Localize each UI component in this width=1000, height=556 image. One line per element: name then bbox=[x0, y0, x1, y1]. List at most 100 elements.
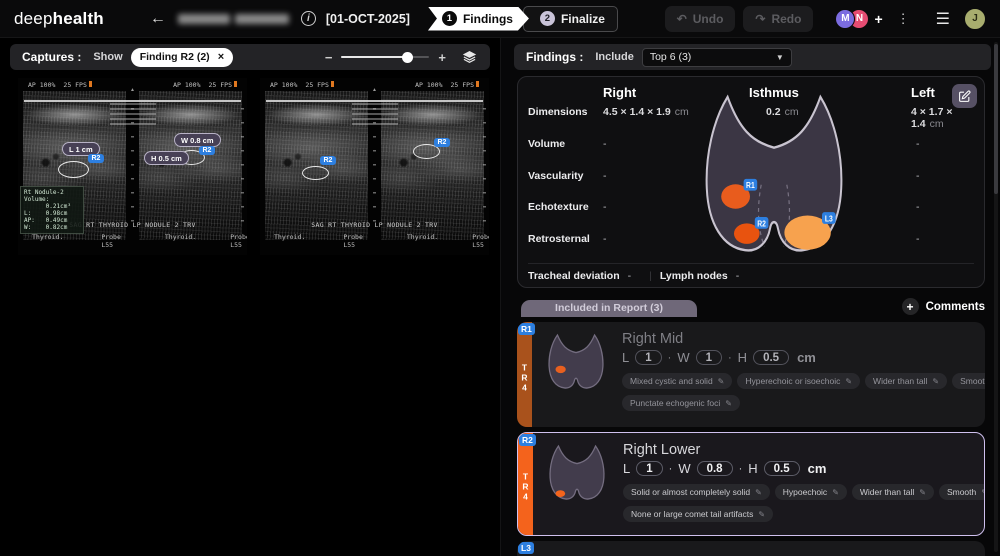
dim-width-pill[interactable]: 0.8 bbox=[696, 461, 733, 476]
add-comment-icon[interactable]: + bbox=[901, 298, 919, 315]
nodule-outline bbox=[302, 166, 329, 180]
row-label-echotexture: Echotexture bbox=[528, 201, 589, 213]
back-arrow-icon[interactable]: ← bbox=[149, 9, 166, 27]
nodule-badge-r2[interactable]: R2 bbox=[434, 138, 450, 147]
feature-chip[interactable]: Solid or almost completely solid ✎ bbox=[623, 484, 770, 500]
undo-button[interactable]: ↶ Undo bbox=[664, 5, 736, 32]
zoom-in-button[interactable]: + bbox=[438, 49, 446, 65]
panel-scrollbar[interactable] bbox=[994, 42, 998, 552]
ultrasound-pane bbox=[381, 91, 484, 240]
capture-image-2[interactable]: AP 100% 25 FPS AP 100% 25 FPS ▲ R2 R2 SAG … bbox=[260, 78, 489, 255]
step-findings[interactable]: 1 Findings bbox=[428, 7, 529, 31]
dim-height-pill[interactable]: 0.5 bbox=[753, 350, 790, 365]
nodule-badge-r2[interactable]: R2 bbox=[199, 146, 215, 155]
avatar-n[interactable]: N bbox=[849, 8, 870, 29]
gland-summary-card: Right Isthmus Left Dimensions 4.5 × 1.4 … bbox=[517, 76, 985, 288]
nodule-r2-shape bbox=[734, 223, 760, 244]
measurement-label-width: W 0.8 cm bbox=[174, 133, 221, 147]
edit-pencil-icon: ✎ bbox=[932, 376, 940, 386]
mini-thyroid-icon bbox=[545, 444, 609, 507]
edit-pencil-icon: ✎ bbox=[981, 488, 984, 497]
nodule-badge-r2[interactable]: R2 bbox=[88, 154, 104, 163]
zoom-out-button[interactable]: − bbox=[324, 49, 333, 65]
thyroid-diagram: R1 R2 L3 bbox=[694, 91, 854, 264]
finding-title: Right Lower bbox=[623, 442, 701, 458]
layers-icon[interactable] bbox=[461, 49, 478, 65]
captures-filter-chip[interactable]: Finding R2 (2) × bbox=[130, 47, 234, 67]
diagram-badge-l3[interactable]: L3 bbox=[822, 212, 836, 224]
feature-chip[interactable]: Wider than tall ✎ bbox=[865, 373, 948, 389]
captures-show-label: Show bbox=[93, 51, 123, 63]
step-finalize[interactable]: 2 Finalize bbox=[522, 5, 618, 32]
row-label-retrosternal: Retrosternal bbox=[528, 233, 590, 245]
finding-badge-l3: L3 bbox=[518, 542, 534, 554]
finding-card-l3-partial[interactable]: L3 bbox=[517, 541, 985, 556]
dim-length-pill[interactable]: 1 bbox=[636, 461, 663, 476]
captures-toolbar: Captures : Show Finding R2 (2) × − + bbox=[10, 44, 490, 70]
undo-icon: ↶ bbox=[676, 11, 687, 26]
column-isthmus: Isthmus bbox=[749, 85, 799, 100]
lymph-nodes-label: Lymph nodes bbox=[659, 270, 728, 282]
feature-chip[interactable]: Smooth✎ bbox=[938, 484, 984, 500]
finding-badge-r1: R1 bbox=[518, 323, 535, 335]
step-findings-label: Findings bbox=[462, 11, 513, 26]
feature-chip[interactable]: Punctate echogenic foci ✎ bbox=[622, 395, 740, 411]
nodule-outline bbox=[413, 144, 440, 159]
row-label-volume: Volume bbox=[528, 138, 566, 150]
captures-grid: AP 100% 25 FPS AP 100% 25 FPS ▲ L 1 cm R2 … bbox=[18, 78, 489, 255]
edit-pencil-icon: ✎ bbox=[725, 398, 732, 408]
workflow-steps: 1 Findings 2 Finalize bbox=[428, 5, 618, 32]
diagram-badge-r2[interactable]: R2 bbox=[754, 217, 769, 229]
edit-pencil-icon: ✎ bbox=[717, 376, 725, 386]
capture-image-1[interactable]: AP 100% 25 FPS AP 100% 25 FPS ▲ L 1 cm R2 … bbox=[18, 78, 247, 255]
lymph-nodes-value: - bbox=[735, 270, 740, 282]
dim-width-pill[interactable]: 1 bbox=[695, 350, 722, 365]
ultrasound-pane bbox=[265, 91, 368, 240]
tracheal-deviation-label: Tracheal deviation bbox=[528, 270, 620, 282]
avatar-m[interactable]: M bbox=[835, 8, 856, 29]
redo-button[interactable]: ↷ Redo bbox=[743, 5, 814, 32]
info-icon[interactable]: i bbox=[300, 11, 316, 26]
dim-height-pill[interactable]: 0.5 bbox=[763, 461, 800, 476]
right-dimensions: 4.5 × 1.4 × 1.9 cm bbox=[603, 106, 689, 118]
feature-chip[interactable]: Hypoechoic ✎ bbox=[774, 484, 847, 500]
dim-length-pill[interactable]: 1 bbox=[635, 350, 662, 365]
tirads-stripe bbox=[517, 322, 532, 427]
svg-text:R2: R2 bbox=[757, 219, 766, 229]
isthmus-dimensions: 0.2 cm bbox=[766, 106, 799, 118]
tab-included-in-report[interactable]: Included in Report (3) bbox=[521, 300, 697, 317]
study-date: [01-OCT-2025] bbox=[325, 11, 410, 26]
hamburger-menu-icon[interactable]: ☰ bbox=[935, 10, 950, 28]
zoom-slider[interactable] bbox=[341, 51, 430, 63]
edit-pencil-icon: ✎ bbox=[845, 376, 853, 386]
kebab-menu-icon[interactable]: ⋮ bbox=[896, 10, 910, 26]
step-findings-number: 1 bbox=[442, 11, 457, 26]
captures-title: Captures : bbox=[22, 50, 82, 64]
findings-panel: Findings : Include Top 6 (3) ▼ Right Ist… bbox=[500, 38, 1000, 556]
comments-button[interactable]: + Comments bbox=[901, 298, 985, 315]
zoom-slider-thumb[interactable] bbox=[402, 51, 414, 63]
finding-badge-r2: R2 bbox=[519, 434, 536, 446]
feature-chip[interactable]: Mixed cystic and solid ✎ bbox=[622, 373, 733, 389]
edit-gland-button[interactable] bbox=[952, 84, 977, 108]
feature-chip[interactable]: Smooth✎ bbox=[952, 373, 985, 389]
chip-close-icon[interactable]: × bbox=[217, 51, 225, 63]
include-dropdown[interactable]: Top 6 (3) ▼ bbox=[641, 47, 792, 67]
user-avatar[interactable]: J bbox=[964, 7, 986, 30]
edit-pencil-icon: ✎ bbox=[755, 487, 762, 497]
feature-chip[interactable]: Hyperechoic or isoechoic ✎ bbox=[737, 373, 861, 389]
feature-chip[interactable]: None or large comet tail artifacts ✎ bbox=[623, 506, 774, 522]
feature-chip[interactable]: Wider than tall ✎ bbox=[851, 484, 934, 500]
svg-text:L3: L3 bbox=[825, 214, 833, 224]
nodule-badge-r2[interactable]: R2 bbox=[320, 156, 336, 165]
left-dimensions: 4 × 1.7 × 1.4 cm bbox=[911, 106, 953, 130]
svg-text:R1: R1 bbox=[746, 181, 755, 191]
tirads-stripe bbox=[518, 433, 533, 535]
scrollbar-thumb[interactable] bbox=[994, 44, 998, 194]
diagram-badge-r1[interactable]: R1 bbox=[743, 178, 758, 191]
add-collaborator-button[interactable]: + bbox=[874, 10, 883, 27]
